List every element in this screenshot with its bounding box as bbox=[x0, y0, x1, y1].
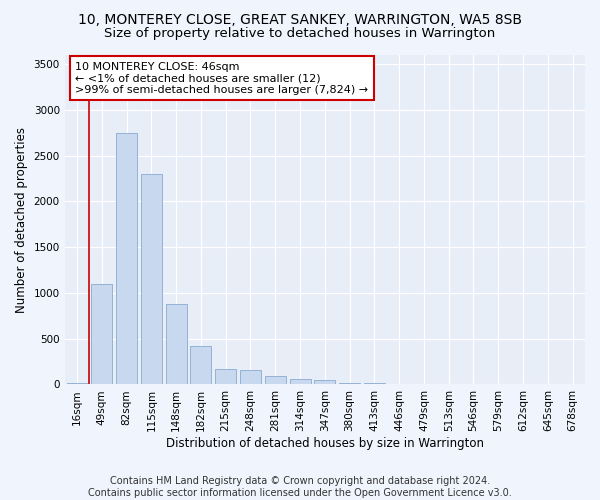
Bar bbox=[166, 304, 187, 384]
Text: 10 MONTEREY CLOSE: 46sqm
← <1% of detached houses are smaller (12)
>99% of semi-: 10 MONTEREY CLOSE: 46sqm ← <1% of detach… bbox=[75, 62, 368, 95]
Bar bbox=[290, 379, 311, 384]
Bar bbox=[265, 376, 286, 384]
Text: Contains HM Land Registry data © Crown copyright and database right 2024.
Contai: Contains HM Land Registry data © Crown c… bbox=[88, 476, 512, 498]
Bar bbox=[339, 382, 360, 384]
Bar bbox=[190, 346, 211, 385]
Text: 10, MONTEREY CLOSE, GREAT SANKEY, WARRINGTON, WA5 8SB: 10, MONTEREY CLOSE, GREAT SANKEY, WARRIN… bbox=[78, 12, 522, 26]
Bar bbox=[141, 174, 162, 384]
X-axis label: Distribution of detached houses by size in Warrington: Distribution of detached houses by size … bbox=[166, 437, 484, 450]
Bar bbox=[240, 370, 261, 384]
Text: Size of property relative to detached houses in Warrington: Size of property relative to detached ho… bbox=[104, 28, 496, 40]
Bar bbox=[91, 284, 112, 384]
Bar bbox=[116, 133, 137, 384]
Bar bbox=[215, 369, 236, 384]
Bar bbox=[314, 380, 335, 384]
Y-axis label: Number of detached properties: Number of detached properties bbox=[15, 126, 28, 312]
